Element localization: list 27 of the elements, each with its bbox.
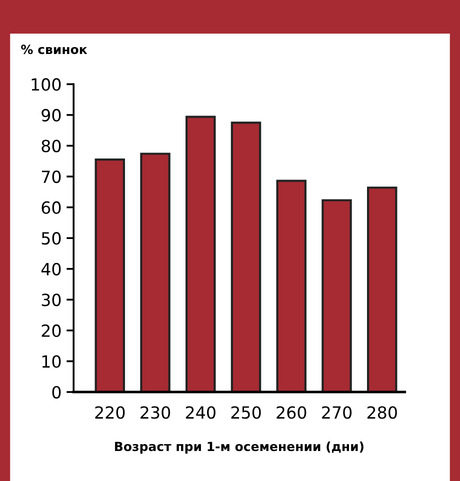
y-tick-label: 0	[52, 386, 61, 399]
x-tick-label: 220	[95, 406, 125, 419]
bar	[276, 180, 306, 392]
y-axis-title: % свинок	[21, 44, 88, 54]
x-tick-label: 260	[276, 406, 306, 419]
bar	[94, 158, 126, 392]
y-tick-label: 50	[42, 232, 61, 245]
y-tick-label: 30	[42, 294, 61, 306]
bar	[140, 152, 170, 392]
x-axis-title: Возраст при 1-м осеменении (дни)	[115, 441, 364, 454]
bar	[322, 199, 352, 392]
x-tick-label: 270	[322, 406, 352, 419]
x-tick-label: 240	[186, 406, 216, 419]
y-tick-label: 90	[42, 108, 61, 122]
y-tick-label: 100	[32, 78, 61, 91]
bar	[186, 116, 216, 392]
x-tick-label: 280	[367, 406, 397, 419]
y-tick-label: 10	[42, 355, 61, 368]
y-tick-label: 60	[42, 201, 61, 214]
bar	[230, 122, 262, 392]
x-tick-label: 230	[140, 406, 170, 419]
y-tick-label: 80	[42, 140, 61, 152]
bar	[367, 186, 398, 392]
y-tick-label: 70	[42, 170, 61, 184]
y-tick-label: 20	[42, 324, 61, 338]
y-tick-label: 40	[41, 262, 61, 276]
x-tick-label: 250	[231, 406, 261, 419]
